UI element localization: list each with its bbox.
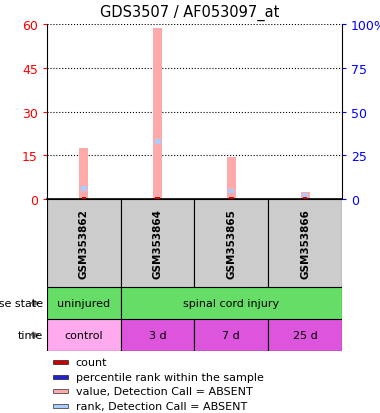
- Text: GSM353865: GSM353865: [226, 209, 236, 278]
- Bar: [53, 375, 68, 379]
- Bar: [53, 389, 68, 393]
- Bar: [301, 192, 310, 199]
- Bar: [268, 199, 342, 287]
- Text: 3 d: 3 d: [149, 330, 166, 340]
- Bar: [121, 287, 342, 319]
- Bar: [82, 197, 86, 199]
- Text: disease state: disease state: [0, 298, 43, 308]
- Text: GSM353862: GSM353862: [79, 209, 89, 278]
- Text: time: time: [18, 330, 43, 340]
- Text: 25 d: 25 d: [293, 330, 318, 340]
- Bar: [47, 319, 121, 351]
- Bar: [195, 199, 268, 287]
- Bar: [153, 29, 162, 199]
- Text: rank, Detection Call = ABSENT: rank, Detection Call = ABSENT: [76, 401, 247, 411]
- Text: uninjured: uninjured: [57, 298, 111, 308]
- Bar: [53, 404, 68, 408]
- Text: spinal cord injury: spinal cord injury: [183, 298, 279, 308]
- Bar: [47, 199, 121, 287]
- Text: control: control: [65, 330, 103, 340]
- Text: GSM353866: GSM353866: [300, 209, 310, 278]
- Text: value, Detection Call = ABSENT: value, Detection Call = ABSENT: [76, 386, 253, 396]
- Bar: [155, 140, 161, 144]
- Text: percentile rank within the sample: percentile rank within the sample: [76, 372, 264, 382]
- Bar: [121, 319, 195, 351]
- Bar: [195, 319, 268, 351]
- Bar: [227, 157, 236, 199]
- Bar: [47, 287, 121, 319]
- Text: GSM353864: GSM353864: [153, 209, 163, 278]
- Bar: [53, 361, 68, 364]
- Text: GDS3507 / AF053097_at: GDS3507 / AF053097_at: [100, 5, 280, 21]
- Text: 7 d: 7 d: [223, 330, 240, 340]
- Bar: [81, 187, 87, 191]
- Bar: [303, 197, 307, 199]
- Bar: [228, 189, 234, 194]
- Bar: [229, 197, 234, 199]
- Bar: [79, 149, 88, 199]
- Bar: [268, 319, 342, 351]
- Bar: [155, 197, 160, 199]
- Bar: [121, 199, 195, 287]
- Bar: [302, 194, 308, 197]
- Text: count: count: [76, 357, 107, 367]
